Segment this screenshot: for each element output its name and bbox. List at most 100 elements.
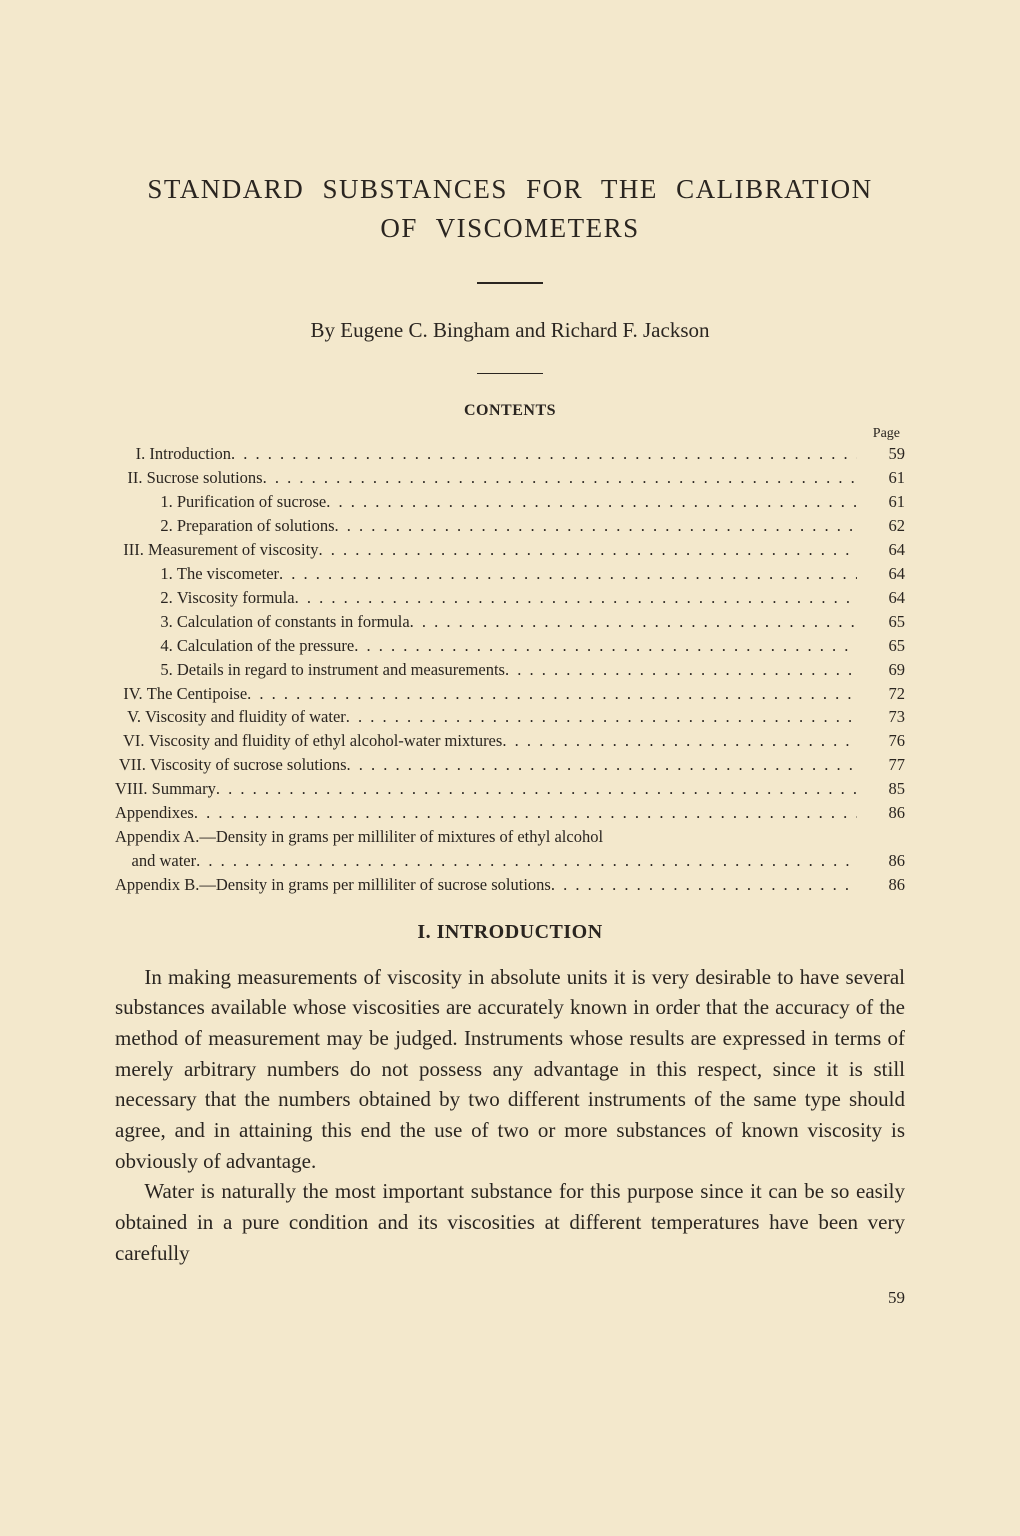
toc-row: 1. Purification of sucrose . . . . . . .…: [115, 490, 905, 514]
toc-text: Sucrose solutions: [147, 466, 263, 490]
toc-row: I. Introduction . . . . . . . . . . . . …: [115, 442, 905, 466]
contents-heading: CONTENTS: [115, 402, 905, 420]
toc-lead: IV.: [115, 682, 147, 706]
toc-lead: 5.: [115, 658, 177, 682]
appendix-b: Appendix B.—Density in grams per millili…: [115, 873, 905, 897]
body-text: In making measurements of viscosity in a…: [115, 962, 905, 1269]
toc-text: Viscosity and fluidity of ethyl alcohol-…: [149, 729, 503, 753]
paragraph-2: Water is naturally the most important su…: [115, 1176, 905, 1268]
toc-row: 2. Preparation of solutions . . . . . . …: [115, 514, 905, 538]
toc-page: 65: [857, 610, 905, 634]
page-number: 59: [115, 1288, 905, 1308]
toc-text: Preparation of solutions: [177, 514, 335, 538]
toc-row: 2. Viscosity formula . . . . . . . . . .…: [115, 586, 905, 610]
toc-page: 64: [857, 586, 905, 610]
toc-lead: VI.: [115, 729, 149, 753]
toc-row: 3. Calculation of constants in formula .…: [115, 610, 905, 634]
toc-lead: 1.: [115, 562, 177, 586]
toc-dots: . . . . . . . . . . . . . . . . . . . . …: [318, 538, 857, 562]
toc-lead: 1.: [115, 490, 177, 514]
toc-lead: I.: [115, 442, 149, 466]
toc-dots: . . . . . . . . . . . . . . . . . . . . …: [347, 753, 857, 777]
toc-text: Introduction: [149, 442, 231, 466]
toc-page: 65: [857, 634, 905, 658]
toc-lead: II.: [115, 466, 147, 490]
toc-page: 86: [857, 873, 905, 897]
title-line-1: STANDARD SUBSTANCES FOR THE CALIBRATION: [147, 174, 872, 204]
toc-dots: . . . . . . . . . . . . . . . . . . . . …: [279, 562, 857, 586]
toc-row: IV. The Centipoise . . . . . . . . . . .…: [115, 682, 905, 706]
toc-dots: . . . . . . . . . . . . . . . . . . . . …: [354, 634, 857, 658]
toc-row: VIII. Summary . . . . . . . . . . . . . …: [115, 777, 905, 801]
toc-page: 76: [857, 729, 905, 753]
toc-row: V. Viscosity and fluidity of water . . .…: [115, 705, 905, 729]
toc-dots: . . . . . . . . . . . . . . . . . . . . …: [551, 873, 857, 897]
toc-dots: . . . . . . . . . . . . . . . . . . . . …: [326, 490, 857, 514]
toc-text: Viscosity of sucrose solutions: [150, 753, 347, 777]
toc-row: 1. The viscometer . . . . . . . . . . . …: [115, 562, 905, 586]
toc-page: 77: [857, 753, 905, 777]
toc-lead: 2.: [115, 586, 177, 610]
appendix-a-line1: Appendix A.—Density in grams per millili…: [115, 825, 905, 849]
toc-dots: . . . . . . . . . . . . . . . . . . . . …: [263, 466, 857, 490]
toc-row: VI. Viscosity and fluidity of ethyl alco…: [115, 729, 905, 753]
toc-lead: 2.: [115, 514, 177, 538]
byline: By Eugene C. Bingham and Richard F. Jack…: [115, 318, 905, 343]
toc-lead: VII.: [115, 753, 150, 777]
toc-text: Calculation of constants in formula: [177, 610, 410, 634]
toc-text: Measurement of viscosity: [148, 538, 318, 562]
toc-dots: . . . . . . . . . . . . . . . . . . . . …: [196, 849, 857, 873]
toc-text: Purification of sucrose: [177, 490, 326, 514]
toc-lead: 3.: [115, 610, 177, 634]
toc-page: 62: [857, 514, 905, 538]
toc-lead: V.: [115, 705, 145, 729]
toc-dots: . . . . . . . . . . . . . . . . . . . . …: [335, 514, 857, 538]
byline-rule: [477, 373, 543, 375]
title-rule: [477, 282, 543, 284]
toc-row: VII. Viscosity of sucrose solutions . . …: [115, 753, 905, 777]
toc-dots: . . . . . . . . . . . . . . . . . . . . …: [231, 442, 857, 466]
toc-page: 86: [857, 801, 905, 825]
toc-text: Appendixes: [115, 801, 194, 825]
toc-dots: . . . . . . . . . . . . . . . . . . . . …: [216, 777, 857, 801]
toc-lead: [115, 849, 132, 873]
toc-text: Summary: [152, 777, 216, 801]
toc-text: The Centipoise: [147, 682, 247, 706]
toc-lead: VIII.: [115, 777, 152, 801]
toc-page: 64: [857, 562, 905, 586]
toc-page: 59: [857, 442, 905, 466]
toc-page: 61: [857, 466, 905, 490]
toc-page: 69: [857, 658, 905, 682]
main-title: STANDARD SUBSTANCES FOR THE CALIBRATION …: [115, 170, 905, 248]
toc-dots: . . . . . . . . . . . . . . . . . . . . …: [346, 705, 857, 729]
page-label: Page: [115, 426, 905, 442]
toc-dots: . . . . . . . . . . . . . . . . . . . . …: [295, 586, 857, 610]
toc-dots: . . . . . . . . . . . . . . . . . . . . …: [505, 658, 857, 682]
toc-page: 64: [857, 538, 905, 562]
toc-dots: . . . . . . . . . . . . . . . . . . . . …: [194, 801, 857, 825]
toc-row: III. Measurement of viscosity . . . . . …: [115, 538, 905, 562]
title-line-2: OF VISCOMETERS: [380, 213, 639, 243]
toc-page: 61: [857, 490, 905, 514]
toc-lead: III.: [115, 538, 148, 562]
toc-lead: 4.: [115, 634, 177, 658]
toc-dots: . . . . . . . . . . . . . . . . . . . . …: [410, 610, 857, 634]
section-heading: I. INTRODUCTION: [115, 921, 905, 944]
toc-row: II. Sucrose solutions . . . . . . . . . …: [115, 466, 905, 490]
toc-row: 4. Calculation of the pressure . . . . .…: [115, 634, 905, 658]
toc-row: Appendixes . . . . . . . . . . . . . . .…: [115, 801, 905, 825]
toc-dots: . . . . . . . . . . . . . . . . . . . . …: [502, 729, 857, 753]
toc-text: The viscometer: [177, 562, 279, 586]
toc-page: 85: [857, 777, 905, 801]
toc-page: 86: [857, 849, 905, 873]
toc-text: Details in regard to instrument and meas…: [177, 658, 505, 682]
toc-text: Calculation of the pressure: [177, 634, 354, 658]
appendix-a-line2: and water . . . . . . . . . . . . . . . …: [115, 849, 905, 873]
toc-page: 72: [857, 682, 905, 706]
toc-text: and water: [132, 849, 197, 873]
paragraph-1: In making measurements of viscosity in a…: [115, 962, 905, 1177]
toc-text: Appendix B.—Density in grams per millili…: [115, 873, 551, 897]
toc-page: 73: [857, 705, 905, 729]
toc-text: Viscosity formula: [177, 586, 295, 610]
table-of-contents: I. Introduction . . . . . . . . . . . . …: [115, 442, 905, 897]
